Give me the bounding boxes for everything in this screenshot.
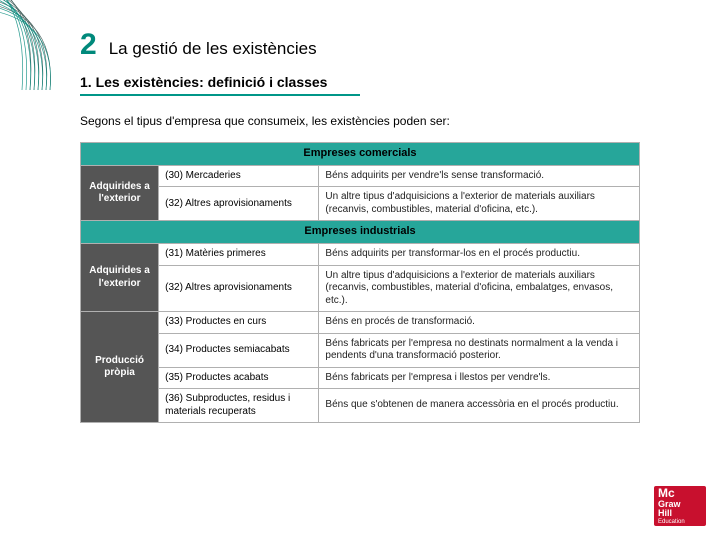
chapter-title: La gestió de les existències [109,39,317,59]
row-desc: Un altre tipus d'adquisicions a l'exteri… [319,187,640,221]
row-code: (31) Matèries primeres [159,244,319,266]
side-category: Adquirides a l'exterior [81,165,159,221]
row-code: (33) Productes en curs [159,312,319,334]
row-code: (35) Productes acabats [159,367,319,389]
row-code: (32) Altres aprovisionaments [159,187,319,221]
row-desc: Béns en procés de transformació. [319,312,640,334]
table-row: (35) Productes acabatsBéns fabricats per… [81,367,640,389]
table-row: Adquirides a l'exterior(30) MercaderiesB… [81,165,640,187]
group-header: Empreses comercials [81,143,640,166]
side-category: Producció pròpia [81,312,159,423]
table-row: Producció pròpia(33) Productes en cursBé… [81,312,640,334]
row-code: (34) Productes semiacabats [159,333,319,367]
row-code: (32) Altres aprovisionaments [159,265,319,312]
side-category: Adquirides a l'exterior [81,244,159,312]
table-row: (36) Subproductes, residus i materials r… [81,389,640,423]
row-desc: Béns adquirits per vendre'ls sense trans… [319,165,640,187]
row-desc: Béns adquirits per transformar-los en el… [319,244,640,266]
row-code: (36) Subproductes, residus i materials r… [159,389,319,423]
section-underline [80,94,360,96]
chapter-heading: 2 La gestió de les existències [80,28,680,62]
row-desc: Béns que s'obtenen de manera accessòria … [319,389,640,423]
section-title: 1. Les existències: definició i classes [80,74,680,90]
publisher-logo: Mc Graw Hill Education [654,486,706,526]
intro-text: Segons el tipus d'empresa que consumeix,… [80,114,680,128]
logo-sub: Education [658,519,706,525]
row-code: (30) Mercaderies [159,165,319,187]
row-desc: Béns fabricats per l'empresa no destinat… [319,333,640,367]
table-row: Adquirides a l'exterior(31) Matèries pri… [81,244,640,266]
table-row: (32) Altres aprovisionamentsUn altre tip… [81,187,640,221]
row-desc: Béns fabricats per l'empresa i llestos p… [319,367,640,389]
table-row: (32) Altres aprovisionamentsUn altre tip… [81,265,640,312]
group-header: Empreses industrials [81,221,640,244]
logo-line1: Mc [658,487,706,500]
table-row: (34) Productes semiacabatsBéns fabricats… [81,333,640,367]
classification-table: Empreses comercialsAdquirides a l'exteri… [80,142,640,423]
row-desc: Un altre tipus d'adquisicions a l'exteri… [319,265,640,312]
logo-line3: Hill [658,509,706,518]
chapter-number: 2 [80,28,97,62]
slide-content: 2 La gestió de les existències 1. Les ex… [0,0,720,423]
